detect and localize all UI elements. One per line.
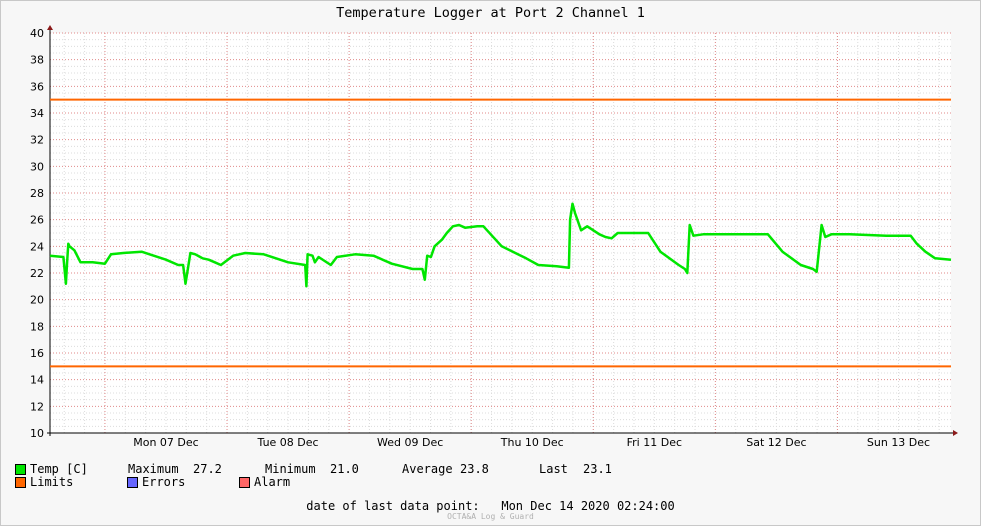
legend-maximum-label: Maximum <box>128 462 179 476</box>
y-tick-label: 34 <box>30 107 44 120</box>
y-tick-label: 18 <box>30 320 44 333</box>
x-tick-label: Fri 11 Dec <box>627 436 682 449</box>
chart-title: Temperature Logger at Port 2 Channel 1 <box>336 5 645 21</box>
x-tick-label: Thu 10 Dec <box>500 436 564 449</box>
legend-last-value: 23.1 <box>583 462 612 476</box>
y-tick-label: 36 <box>30 80 44 93</box>
legend-maximum-value: 27.2 <box>193 462 222 476</box>
y-tick-label: 40 <box>30 27 44 40</box>
last-data-point-value: Mon Dec 14 2020 02:24:00 <box>501 499 675 513</box>
legend-errors-label: Errors <box>142 475 186 489</box>
x-tick-label: Tue 08 Dec <box>257 436 319 449</box>
legend-minimum-label: Minimum <box>265 462 316 476</box>
errors-swatch <box>127 477 138 488</box>
legend-limits-label: Limits <box>30 475 74 489</box>
y-tick-label: 20 <box>30 294 44 307</box>
x-tick-label: Wed 09 Dec <box>377 436 443 449</box>
y-tick-label: 38 <box>30 54 44 67</box>
y-tick-label: 32 <box>30 134 44 147</box>
y-tick-label: 26 <box>30 214 44 227</box>
x-tick-label: Sun 13 Dec <box>867 436 930 449</box>
brand-watermark: OCTA&A Log & Guard <box>447 512 534 521</box>
x-tick-label: Sat 12 Dec <box>746 436 806 449</box>
y-axis-arrow <box>47 25 53 30</box>
legend-temp-label: Temp [C] <box>30 462 88 476</box>
y-tick-label: 14 <box>30 374 44 387</box>
legend-last-label: Last <box>539 462 568 476</box>
legend-alarm-label: Alarm <box>254 475 291 489</box>
legend-minimum-value: 21.0 <box>330 462 359 476</box>
y-tick-label: 22 <box>30 267 44 280</box>
last-data-point-prefix: date of last data point: <box>306 499 480 513</box>
y-tick-label: 30 <box>30 160 44 173</box>
x-axis-arrow <box>953 430 958 436</box>
alarm-swatch <box>239 477 250 488</box>
y-tick-label: 10 <box>30 427 44 440</box>
limits-swatch <box>15 477 26 488</box>
temperature-series-line <box>49 202 952 288</box>
y-tick-label: 24 <box>30 240 44 253</box>
y-tick-label: 28 <box>30 187 44 200</box>
y-tick-label: 16 <box>30 347 44 360</box>
last-data-point: date of last data point: Mon Dec 14 2020… <box>0 499 981 513</box>
temp-swatch <box>15 464 26 475</box>
legend-average-value: 23.8 <box>460 462 489 476</box>
y-tick-label: 12 <box>30 400 44 413</box>
x-tick-label: Mon 07 Dec <box>133 436 198 449</box>
legend-average-label: Average <box>402 462 453 476</box>
